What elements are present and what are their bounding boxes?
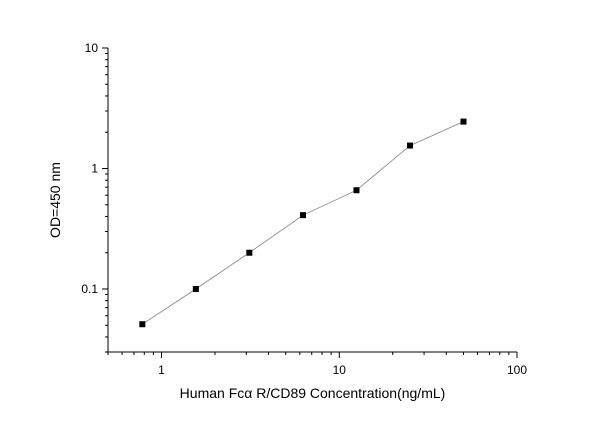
plot-area: 0.1 1 10 1 10 100 — [81, 41, 527, 377]
y-axis-title: OD=450 nm — [47, 162, 63, 238]
x-tick-label: 1 — [158, 363, 165, 377]
y-axis-ticks: 0.1 1 10 — [81, 41, 108, 353]
y-tick-label: 10 — [85, 41, 99, 55]
data-point — [192, 285, 199, 292]
data-markers — [139, 118, 467, 328]
data-point — [406, 142, 413, 149]
x-tick-label: 100 — [507, 363, 527, 377]
data-point — [246, 249, 253, 256]
y-tick-label: 1 — [91, 161, 98, 175]
y-tick-label: 0.1 — [81, 282, 98, 296]
data-point — [139, 321, 146, 328]
x-tick-label: 10 — [333, 363, 347, 377]
series-line — [142, 121, 464, 325]
x-axis-title: Human Fcα R/CD89 Concentration(ng/mL) — [180, 385, 446, 401]
data-point — [353, 187, 360, 194]
data-point — [460, 118, 467, 125]
data-point — [299, 212, 306, 219]
x-axis-ticks: 1 10 100 — [107, 352, 527, 377]
